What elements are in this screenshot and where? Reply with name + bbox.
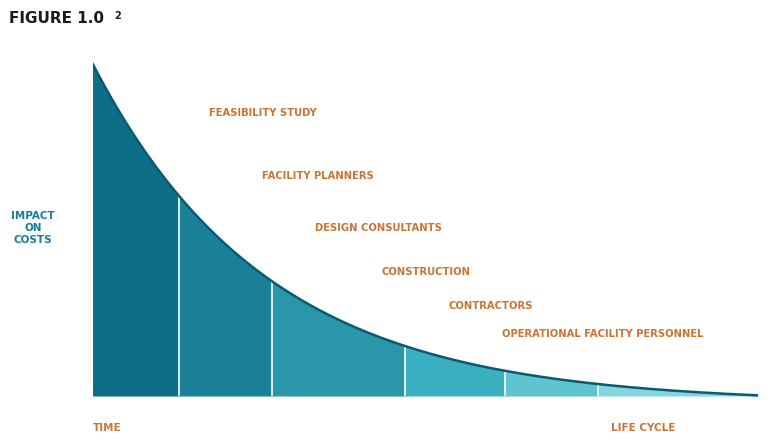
Text: LIFE CYCLE: LIFE CYCLE (611, 423, 676, 433)
Text: TIME: TIME (93, 423, 121, 433)
Text: FEASIBILITY STUDY: FEASIBILITY STUDY (209, 108, 317, 118)
Text: DESIGN CONSULTANTS: DESIGN CONSULTANTS (315, 223, 442, 233)
Text: FIGURE 1.0: FIGURE 1.0 (9, 11, 104, 26)
Text: CONSTRUCTION: CONSTRUCTION (382, 266, 471, 277)
Text: 2: 2 (114, 11, 121, 21)
Text: OPERATIONAL FACILITY PERSONNEL: OPERATIONAL FACILITY PERSONNEL (502, 329, 703, 339)
Text: FACILITY PLANNERS: FACILITY PLANNERS (262, 171, 374, 181)
Text: IMPACT
ON
COSTS: IMPACT ON COSTS (11, 211, 55, 245)
Text: CONTRACTORS: CONTRACTORS (448, 301, 533, 312)
